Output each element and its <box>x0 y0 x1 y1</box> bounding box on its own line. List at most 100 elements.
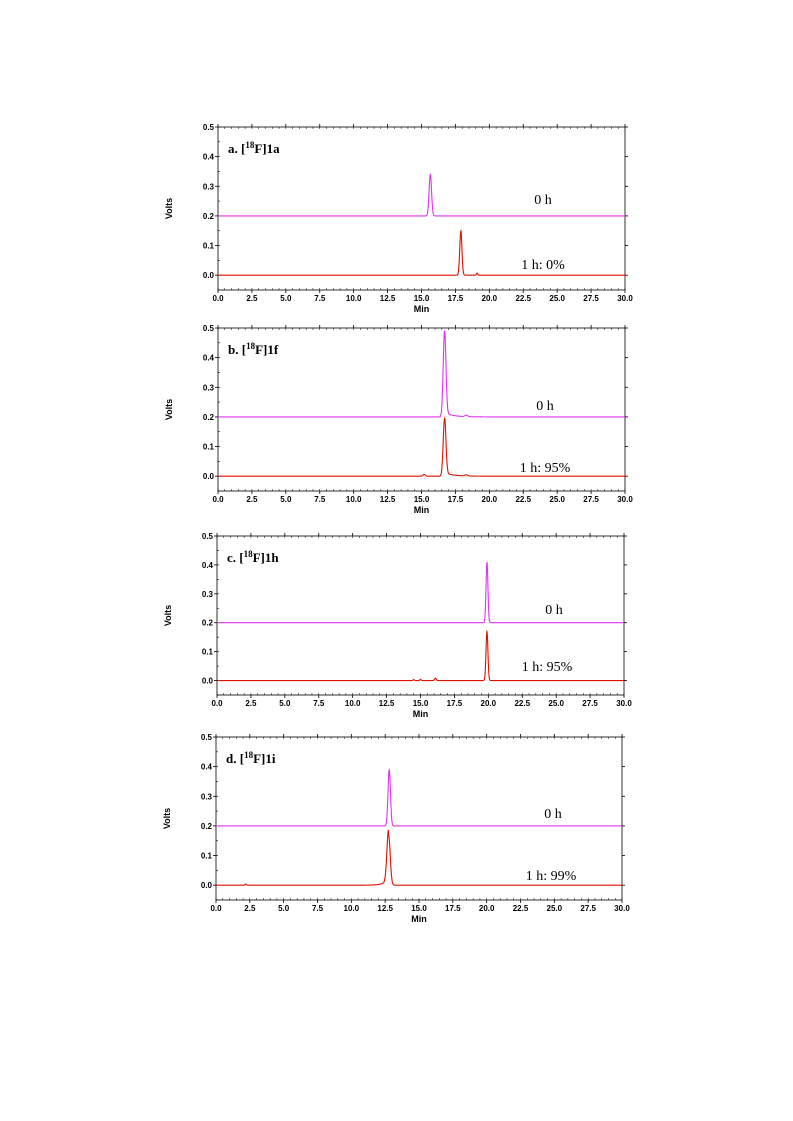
panel-label-prefix: a. [ <box>228 141 245 156</box>
y-tick-label: 0.5 <box>201 733 213 742</box>
x-axis-title: Min <box>411 914 427 924</box>
panel-label-sup: 18 <box>244 750 254 760</box>
x-tick-label: 22.5 <box>515 495 531 504</box>
trace-1h <box>217 629 624 682</box>
x-tick-label: 17.5 <box>448 495 464 504</box>
x-tick-label: 12.5 <box>380 495 396 504</box>
x-tick-label: 17.5 <box>448 294 464 303</box>
trace-label: 0 h <box>544 807 562 822</box>
x-axis-title: Min <box>414 304 430 314</box>
y-tick-label: 0.4 <box>201 763 213 772</box>
x-tick-label: 15.0 <box>413 699 429 708</box>
y-tick-label: 0.1 <box>203 242 215 251</box>
y-tick-label: 0.1 <box>201 852 213 861</box>
x-tick-label: 27.5 <box>582 699 598 708</box>
y-tick-label: 0.1 <box>202 648 214 657</box>
x-tick-label: 27.5 <box>580 904 596 913</box>
x-tick-label: 15.0 <box>414 495 430 504</box>
y-axis-title: Volts <box>162 808 172 829</box>
y-tick-label: 0.2 <box>201 822 213 831</box>
x-tick-label: 17.5 <box>447 699 463 708</box>
x-tick-label: 17.5 <box>445 904 461 913</box>
y-tick-label: 0.0 <box>201 881 213 890</box>
y-axis-title: Volts <box>164 198 174 219</box>
y-tick-label: 0.0 <box>202 677 214 686</box>
x-tick-label: 12.5 <box>380 294 396 303</box>
trace-label: 1 h: 95% <box>522 660 573 675</box>
y-tick-label: 0.3 <box>203 182 215 191</box>
trace-label: 1 h: 99% <box>526 869 577 884</box>
x-tick-label: 10.0 <box>345 699 361 708</box>
x-tick-label: 30.0 <box>617 294 633 303</box>
x-tick-label: 10.0 <box>344 904 360 913</box>
x-tick-label: 5.0 <box>279 699 291 708</box>
x-tick-label: 0.0 <box>212 294 224 303</box>
panel-label: c. [18F]1h <box>227 549 279 565</box>
x-tick-label: 7.5 <box>314 294 326 303</box>
x-tick-label: 30.0 <box>616 699 632 708</box>
panel-label-sup: 18 <box>244 549 254 559</box>
x-tick-label: 22.5 <box>515 294 531 303</box>
trace-label: 0 h <box>534 193 552 208</box>
x-tick-label: 20.0 <box>482 495 498 504</box>
panel-label-prefix: d. [ <box>226 751 244 766</box>
trace-label: 1 h: 0% <box>521 258 565 273</box>
x-tick-label: 10.0 <box>346 495 362 504</box>
panel-label: d. [18F]1i <box>226 750 276 766</box>
x-tick-label: 0.0 <box>210 904 222 913</box>
y-tick-label: 0.5 <box>202 532 214 541</box>
x-tick-label: 22.5 <box>513 904 529 913</box>
chart-panel-c: 0.0 0.1 0.2 0.3 0.4 0.5 0.0 2.5 5.0 7.5 10.0 12.5 15… <box>163 532 632 719</box>
y-tick-label: 0.5 <box>203 324 215 333</box>
y-axis-title: Volts <box>163 605 173 626</box>
x-tick-label: 10.0 <box>346 294 362 303</box>
x-tick-label: 27.5 <box>583 294 599 303</box>
x-axis-title: Min <box>414 505 430 515</box>
panel-label: b. [18F]1f <box>228 341 279 357</box>
x-tick-label: 7.5 <box>312 904 324 913</box>
x-tick-label: 2.5 <box>246 294 258 303</box>
x-tick-label: 25.0 <box>547 904 563 913</box>
trace-0h <box>216 768 622 827</box>
x-tick-label: 25.0 <box>548 699 564 708</box>
y-tick-label: 0.1 <box>203 443 215 452</box>
panel-label-suffix: F]1f <box>255 342 279 357</box>
x-tick-label: 12.5 <box>377 904 393 913</box>
x-tick-label: 22.5 <box>514 699 530 708</box>
panel-label: a. [18F]1a <box>228 140 280 156</box>
trace-0h <box>218 173 625 217</box>
x-tick-label: 25.0 <box>549 294 565 303</box>
chart-panel-b: 0.0 0.1 0.2 0.3 0.4 0.5 0.0 2.5 5.0 7.5 10.0 12.5 15… <box>164 324 633 515</box>
chart-panel-a: 0.0 0.1 0.2 0.3 0.4 0.5 0.0 2.5 5.0 7.5 10.0 12.5 15… <box>164 123 633 314</box>
panel-label-prefix: c. [ <box>227 550 244 565</box>
y-axis-title: Volts <box>164 399 174 420</box>
x-tick-label: 20.0 <box>479 904 495 913</box>
y-tick-label: 0.4 <box>202 561 214 570</box>
x-tick-label: 0.0 <box>211 699 223 708</box>
y-tick-label: 0.0 <box>203 271 215 280</box>
panel-label-prefix: b. [ <box>228 342 246 357</box>
panel-label-suffix: F]1h <box>253 550 280 565</box>
panel-label-suffix: F]1a <box>254 141 280 156</box>
y-tick-label: 0.3 <box>201 792 213 801</box>
trace-label: 0 h <box>545 603 563 618</box>
x-tick-label: 30.0 <box>617 495 633 504</box>
x-tick-label: 20.0 <box>481 699 497 708</box>
x-tick-label: 5.0 <box>278 904 290 913</box>
x-tick-label: 2.5 <box>246 495 258 504</box>
x-tick-label: 7.5 <box>314 495 326 504</box>
x-tick-label: 2.5 <box>245 699 257 708</box>
x-tick-label: 12.5 <box>379 699 395 708</box>
x-tick-label: 20.0 <box>482 294 498 303</box>
x-tick-label: 15.0 <box>411 904 427 913</box>
trace-1h <box>216 829 622 886</box>
panel-label-sup: 18 <box>246 341 256 351</box>
trace-label: 1 h: 95% <box>520 461 571 476</box>
x-tick-label: 5.0 <box>280 294 292 303</box>
x-tick-label: 30.0 <box>614 904 630 913</box>
panel-label-suffix: F]1i <box>253 751 276 766</box>
y-tick-label: 0.2 <box>202 619 214 628</box>
trace-1h <box>218 416 625 477</box>
trace-0h <box>218 330 625 418</box>
y-tick-label: 0.0 <box>203 472 215 481</box>
